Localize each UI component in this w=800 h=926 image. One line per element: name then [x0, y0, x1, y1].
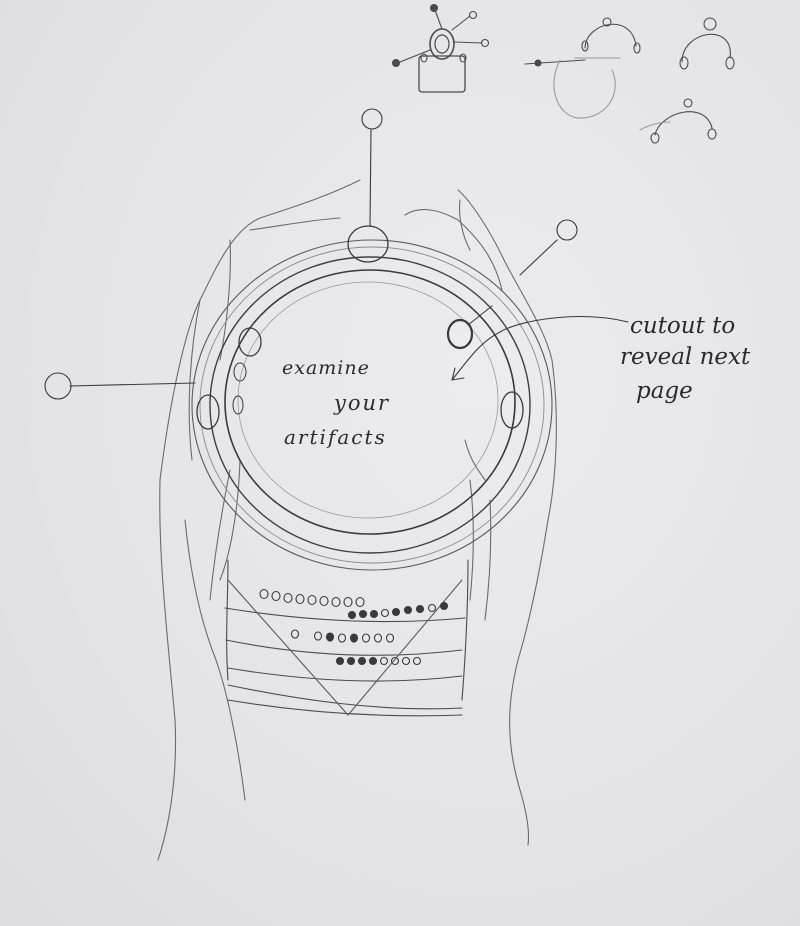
- dot-row-2: [347, 601, 449, 620]
- ring-bulbs: [196, 225, 524, 430]
- center-text-line3: artifacts: [284, 425, 387, 449]
- annotation-line3: page: [636, 378, 693, 404]
- thumbnail-sketch-4: [639, 98, 717, 144]
- center-text-line2: your: [333, 391, 390, 415]
- lower-band: [224, 559, 469, 717]
- annotation-line1: cutout to: [630, 313, 735, 339]
- annotation-line2: reveal next: [620, 344, 751, 370]
- thumbnail-sketch-2: [524, 17, 641, 119]
- dot-row-4: [335, 656, 422, 666]
- ring-stems: [44, 108, 578, 400]
- thumbnail-sketch-3: [679, 17, 735, 70]
- dot-row-3: [290, 629, 395, 643]
- outer-ring: [191, 239, 553, 571]
- right-hand-outline: [404, 189, 557, 846]
- annotation-arrow: [451, 316, 629, 381]
- left-hand-outline: [157, 179, 361, 861]
- dot-rows: [259, 588, 449, 666]
- thumbnail-sketch-1: [391, 3, 490, 93]
- center-text: examine your artifacts: [282, 357, 390, 449]
- center-text-line1: examine: [282, 357, 370, 379]
- annotation-text: cutout to reveal next page: [620, 313, 751, 404]
- dot-row-1: [259, 588, 365, 608]
